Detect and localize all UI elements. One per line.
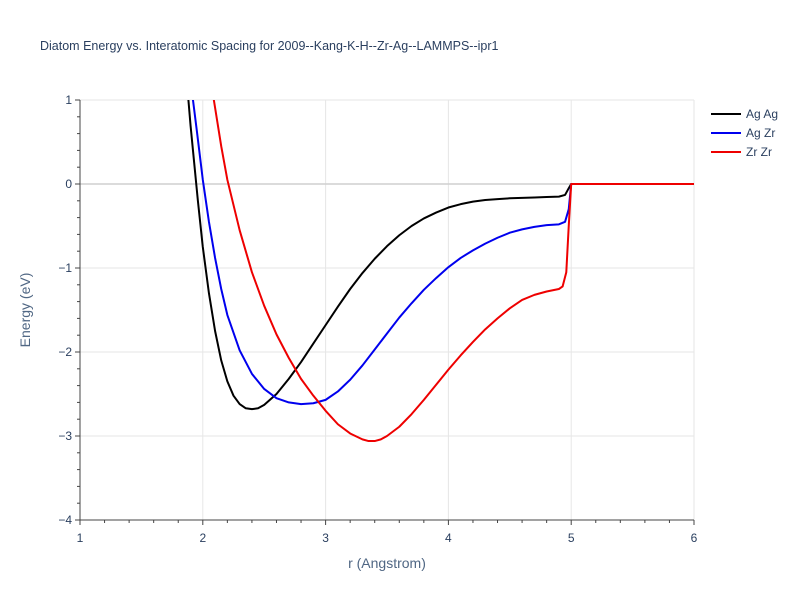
- y-tick-label: −3: [58, 429, 72, 443]
- x-axis-title: r (Angstrom): [348, 555, 426, 571]
- y-tick-label: 1: [65, 93, 72, 107]
- x-tick-label: 6: [691, 531, 698, 545]
- legend-label: Ag Ag: [746, 107, 778, 121]
- series-line-zr-zr: [212, 100, 694, 443]
- y-tick-label: −1: [58, 261, 72, 275]
- legend-item-ag-zr[interactable]: Ag Zr: [711, 126, 775, 140]
- x-tick-label: 3: [322, 531, 329, 545]
- x-tick-label: 2: [199, 531, 206, 545]
- legend-item-zr-zr[interactable]: Zr Zr: [711, 145, 772, 159]
- y-tick-label: −4: [58, 513, 72, 527]
- legend[interactable]: Ag Ag Ag Zr Zr Zr: [711, 107, 778, 159]
- x-tick-label: 4: [445, 531, 452, 545]
- y-tick-label: 0: [65, 177, 72, 191]
- legend-label: Zr Zr: [746, 145, 772, 159]
- series-line-ag-zr: [191, 100, 694, 406]
- series-line-ag-ag: [187, 100, 694, 411]
- x-tick-label: 1: [77, 531, 84, 545]
- y-axis-title: Energy (eV): [17, 273, 33, 348]
- legend-label: Ag Zr: [746, 126, 775, 140]
- legend-item-ag-ag[interactable]: Ag Ag: [711, 107, 778, 121]
- x-tick-label: 5: [568, 531, 575, 545]
- chart-title: Diatom Energy vs. Interatomic Spacing fo…: [40, 39, 499, 53]
- axes: 1 2 3 4 5 6 −4 −3 −2 −1 0 1: [58, 93, 697, 545]
- y-tick-label: −2: [58, 345, 72, 359]
- series-layer: [187, 100, 694, 443]
